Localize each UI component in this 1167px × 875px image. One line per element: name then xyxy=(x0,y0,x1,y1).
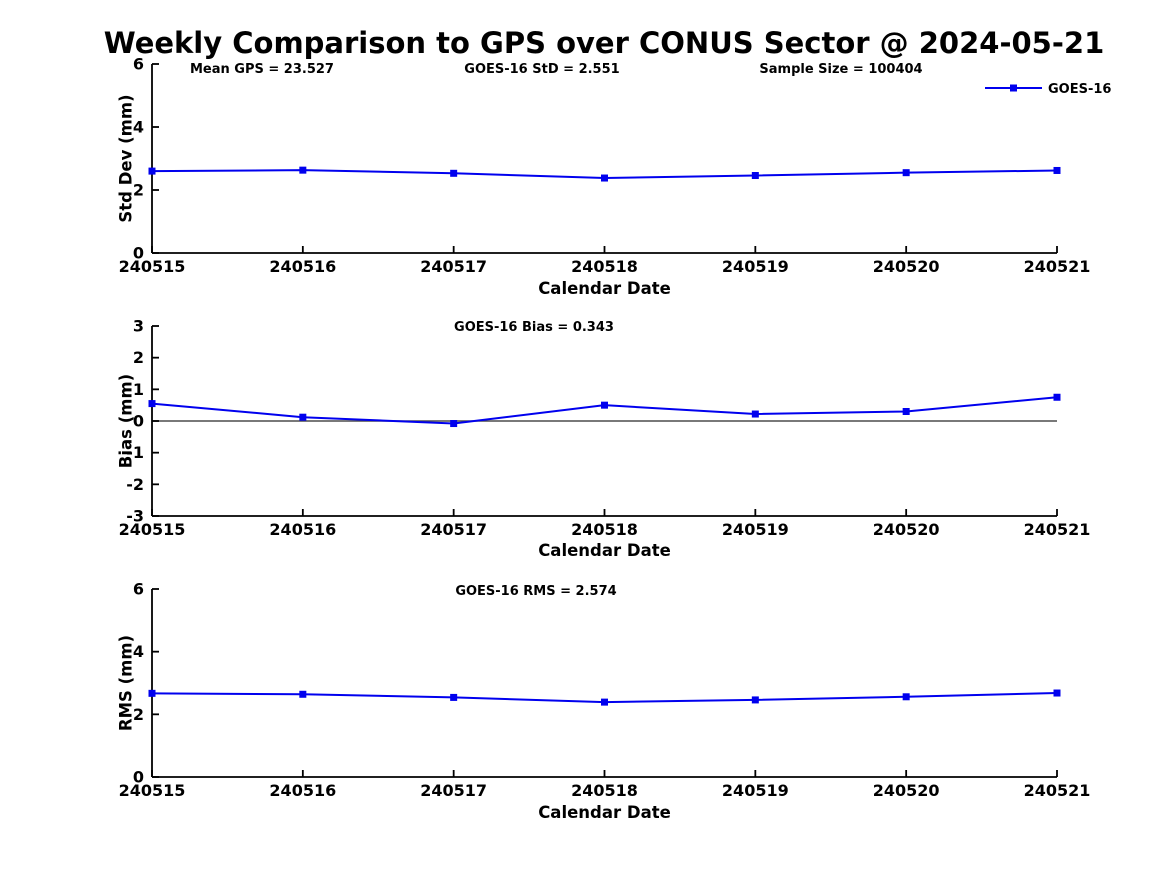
x-tick-label: 240519 xyxy=(722,781,789,800)
data-point-marker xyxy=(1053,166,1061,174)
subplot-std-dev: 0 2 4 6 240515 240516 240517 240518 240519 240520… xyxy=(119,55,1091,277)
data-point-marker xyxy=(751,172,759,180)
y-tick-label: -3 xyxy=(126,507,144,526)
y-tick-label: 6 xyxy=(133,580,144,599)
x-tick-label: 240516 xyxy=(269,520,336,539)
data-point-marker xyxy=(751,696,759,704)
annotation-goes16-bias: GOES-16 Bias = 0.343 xyxy=(454,320,614,335)
y-tick-label: 6 xyxy=(133,55,144,74)
y-tick-label: 2 xyxy=(133,705,144,724)
x-tick-label: 240515 xyxy=(119,781,186,800)
y-tick-label: 3 xyxy=(133,317,144,336)
y-tick-label: 2 xyxy=(133,348,144,367)
xlabel-calendar-date-1: Calendar Date xyxy=(538,279,671,298)
annotation-sample-size: Sample Size = 100404 xyxy=(759,62,922,77)
x-tick-label: 240521 xyxy=(1024,781,1091,800)
x-tick-label: 240520 xyxy=(873,257,940,276)
x-tick-label: 240519 xyxy=(722,257,789,276)
y-tick-label: -2 xyxy=(126,475,144,494)
legend-square-marker-icon xyxy=(1010,84,1017,92)
annotation-goes16-std: GOES-16 StD = 2.551 xyxy=(464,62,619,77)
y-tick-label: 4 xyxy=(133,118,144,137)
x-tick-label: 240516 xyxy=(269,781,336,800)
data-point-marker xyxy=(299,413,307,421)
y-tick-label: 0 xyxy=(133,244,144,263)
x-tick-label: 240518 xyxy=(571,520,638,539)
data-point-marker xyxy=(299,690,307,698)
xlabel-calendar-date-3: Calendar Date xyxy=(538,803,671,822)
data-point-marker xyxy=(450,169,458,177)
legend-label: GOES-16 xyxy=(1048,82,1111,97)
data-point-marker xyxy=(450,420,458,428)
y-tick-label: 1 xyxy=(133,380,144,399)
x-tick-label: 240516 xyxy=(269,257,336,276)
x-tick-label: 240521 xyxy=(1024,520,1091,539)
y-tick-label: 4 xyxy=(133,642,144,661)
data-point-marker xyxy=(601,174,608,182)
annotation-goes16-rms: GOES-16 RMS = 2.574 xyxy=(455,584,616,599)
x-tick-label: 240518 xyxy=(571,257,638,276)
y-tick-label: -1 xyxy=(126,443,144,462)
data-point-marker xyxy=(902,693,910,701)
x-tick-label: 240517 xyxy=(420,781,487,800)
ylabel-std-dev: Std Dev (mm) xyxy=(117,94,136,222)
data-point-marker xyxy=(902,169,910,177)
y-tick-label: 0 xyxy=(133,412,144,431)
x-tick-label: 240519 xyxy=(722,520,789,539)
data-point-marker xyxy=(751,410,759,418)
x-tick-label: 240517 xyxy=(420,257,487,276)
data-point-marker xyxy=(450,693,458,701)
x-tick-label: 240520 xyxy=(873,520,940,539)
data-point-marker xyxy=(148,167,156,175)
x-tick-label: 240517 xyxy=(420,520,487,539)
ylabel-rms: RMS (mm) xyxy=(117,635,136,731)
annotation-mean-gps: Mean GPS = 23.527 xyxy=(190,62,334,77)
chart-title: Weekly Comparison to GPS over CONUS Sect… xyxy=(104,26,1105,60)
data-point-marker xyxy=(601,698,608,706)
data-point-marker xyxy=(1053,689,1061,697)
xlabel-calendar-date-2: Calendar Date xyxy=(538,541,671,560)
y-tick-label: 0 xyxy=(133,768,144,787)
data-point-marker xyxy=(902,408,910,415)
data-point-marker xyxy=(299,166,307,174)
x-tick-label: 240515 xyxy=(119,520,186,539)
data-point-marker xyxy=(1053,393,1061,401)
x-tick-label: 240515 xyxy=(119,257,186,276)
data-point-marker xyxy=(148,400,156,408)
series-line-goes-16 xyxy=(151,396,1058,425)
ylabel-bias: Bias (mm) xyxy=(117,374,136,468)
data-point-marker xyxy=(148,689,156,697)
data-point-marker xyxy=(601,401,608,409)
x-tick-label: 240518 xyxy=(571,781,638,800)
y-tick-label: 2 xyxy=(133,181,144,200)
subplot-rms: 0 2 4 6 240515 240516 240517 240518 240519 240520… xyxy=(119,580,1091,801)
x-tick-label: 240520 xyxy=(873,781,940,800)
x-tick-label: 240521 xyxy=(1024,257,1091,276)
legend: GOES-16 xyxy=(985,82,1111,97)
